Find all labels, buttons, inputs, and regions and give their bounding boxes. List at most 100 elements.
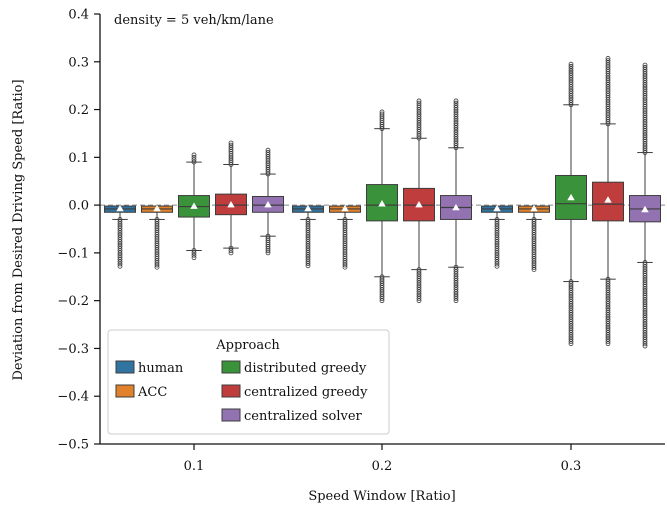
outlier-point [568, 95, 574, 101]
outlier-point [568, 84, 574, 90]
outlier-point [605, 325, 611, 331]
outlier-point [117, 219, 123, 225]
outlier-point [191, 157, 197, 163]
box-centralized-solver-0.2 [440, 98, 472, 304]
outlier-point [305, 250, 311, 255]
box-ACC-0.1 [141, 204, 173, 270]
outlier-point [642, 330, 648, 336]
outlier-point [642, 308, 648, 314]
outlier-point [642, 62, 648, 68]
outlier-point [642, 295, 648, 301]
y-tick-label: 0.2 [68, 103, 89, 118]
outlier-point [117, 250, 123, 256]
box-centralized-greedy-0.2 [403, 98, 435, 304]
outlier-point [191, 248, 197, 253]
outlier-point [117, 217, 123, 222]
mean-marker [378, 200, 386, 207]
outlier-point [568, 73, 574, 78]
outlier-point [305, 263, 311, 269]
outlier-point [416, 282, 422, 288]
outlier-point [305, 234, 311, 240]
outlier-point [568, 70, 574, 76]
outlier-point [453, 273, 459, 279]
outlier-point [305, 230, 311, 236]
outlier-point [605, 305, 611, 311]
box-ACC-0.3 [518, 204, 550, 273]
outlier-point [117, 228, 123, 233]
y-tick-label: −0.4 [57, 390, 89, 405]
outlier-point [265, 248, 271, 254]
outlier-point [228, 250, 234, 256]
outlier-point [605, 336, 611, 342]
outlier-point [568, 61, 574, 67]
outlier-point [453, 100, 459, 106]
outlier-point [568, 339, 574, 344]
outlier-point [453, 129, 459, 135]
outlier-point [494, 261, 500, 267]
outlier-point [568, 319, 574, 324]
legend-swatch [221, 360, 241, 374]
outlier-point [117, 221, 123, 227]
outlier-point [191, 252, 197, 258]
outlier-point [605, 327, 611, 333]
outlier-point [568, 75, 574, 81]
mean-marker [604, 196, 612, 203]
outlier-point [265, 147, 271, 153]
legend-label: distributed greedy [244, 361, 367, 376]
outlier-point [642, 328, 648, 334]
outlier-point [568, 301, 574, 307]
outlier-point [453, 136, 459, 142]
outlier-point [531, 267, 537, 273]
outlier-point [228, 248, 234, 253]
outlier-point [305, 239, 311, 244]
outlier-point [494, 263, 500, 269]
outlier-point [494, 223, 500, 229]
legend-swatch [221, 384, 241, 398]
x-ticks: 0.1 0.2 0.3 [184, 444, 581, 474]
outlier-point [305, 256, 311, 262]
outlier-point [568, 102, 574, 108]
y-tick-label: 0.3 [68, 55, 89, 70]
outlier-point [305, 225, 311, 231]
outlier-point [605, 285, 611, 291]
outlier-point [642, 288, 648, 294]
outlier-point [453, 140, 459, 146]
outlier-point [416, 100, 422, 106]
outlier-point [453, 109, 459, 115]
outlier-point [342, 264, 348, 270]
outlier-point [305, 252, 311, 258]
outlier-point [642, 339, 648, 345]
outlier-point [642, 332, 648, 338]
chart-annotation: density = 5 veh/km/lane [114, 13, 274, 28]
outlier-point [494, 228, 500, 233]
y-tick-label: 0.1 [68, 151, 89, 166]
y-tick-label: 0.4 [68, 8, 89, 23]
outlier-point [605, 312, 611, 318]
outlier-point [605, 341, 611, 347]
outlier-point [642, 279, 648, 285]
outlier-point [453, 127, 459, 133]
outlier-point [642, 275, 648, 281]
outlier-point [568, 281, 574, 287]
x-tick-label: 0.1 [184, 459, 205, 474]
outlier-point [416, 276, 422, 281]
outlier-point [305, 258, 311, 264]
outlier-point [379, 298, 385, 304]
outlier-point [494, 219, 500, 225]
box-centralized-greedy-0.3 [592, 56, 624, 347]
outlier-point [117, 223, 123, 229]
mean-marker [304, 204, 312, 212]
outlier-point [416, 287, 422, 292]
outlier-point [642, 268, 648, 274]
outlier-point [568, 296, 574, 302]
outlier-point [642, 282, 648, 287]
outlier-point [568, 292, 574, 298]
outlier-point [605, 281, 611, 287]
box-human-0.3 [481, 204, 513, 269]
outlier-point [568, 314, 574, 320]
legend-swatch [221, 408, 241, 422]
outlier-point [642, 277, 648, 283]
outlier-point [642, 317, 648, 323]
mean-marker [567, 193, 575, 201]
outlier-point [117, 232, 123, 238]
